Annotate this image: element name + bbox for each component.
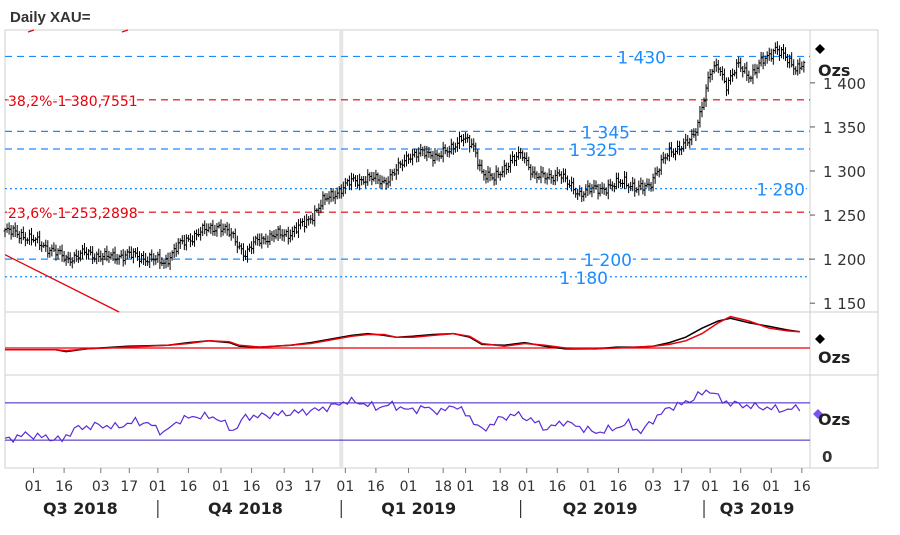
chart-title: Daily XAU= [10,9,91,26]
quarter-label: Q2 2019 [563,499,638,518]
x-tick-label: 01 [579,479,597,495]
candles [3,41,806,270]
x-tick-label: 16 [180,479,198,495]
x-tick-label: 16 [610,479,628,495]
macd-signal-line [5,315,800,352]
x-tick-label: 01 [518,479,536,495]
chart-frame [4,29,879,469]
x-tick-label: 16 [732,479,750,495]
quarter-label: Q3 2018 [43,499,118,518]
x-tick-label: 01 [762,479,780,495]
macd-unit-label: Ozs [818,348,850,367]
x-tick-label: 16 [793,479,811,495]
x-tick-label: 01 [701,479,719,495]
quarter-label: Q1 2019 [381,499,456,518]
trend-line [4,254,120,313]
x-tick-label: 18 [434,479,452,495]
hline-label-7: 1 180 [559,269,608,289]
x-tick-label: 03 [92,479,110,495]
frame-border [4,29,879,469]
rsi-marker [813,409,823,419]
top-fib-fragment [27,29,35,33]
year-separator [339,30,344,468]
x-tick-label: 01 [336,479,354,495]
y-tick-label: 1 150 [823,295,866,313]
macd-panel: Ozs [5,315,850,367]
top-fib-fragment [121,29,129,33]
macd-marker [815,334,825,344]
x-tick-label: 18 [491,479,509,495]
hline-label-5: 23,6%-1 253,2898 [8,206,138,222]
y-tick-label: 1 400 [823,75,866,93]
quarter-label: Q4 2018 [208,499,283,518]
x-tick-label: 16 [55,479,73,495]
rsi-unit-label: Ozs [818,410,850,429]
x-tick-label: 01 [25,479,43,495]
x-tick-label: 17 [120,479,138,495]
last-price-marker [815,44,825,54]
x-tick-label: 16 [367,479,385,495]
x-tick-label: 01 [149,479,167,495]
rsi-zero-label: 0 [822,448,832,466]
price-unit-label: Ozs [818,61,850,80]
x-tick-label: 17 [304,479,322,495]
x-tick-label: 03 [275,479,293,495]
x-tick-label: 16 [548,479,566,495]
rsi-line [4,389,801,444]
x-tick-label: 01 [457,479,475,495]
hline-label-0: 1 430 [617,48,666,68]
x-tick-label: 01 [212,479,230,495]
quarter-label: Q3 2019 [720,499,795,518]
y-tick-label: 1 250 [823,207,866,225]
x-axis: 01 16 03 17 01 16 01 16 03 17 01 16 01 18 01 18 01 16 01 16… [25,468,811,518]
x-tick-label: 03 [644,479,662,495]
y-tick-label: 1 200 [823,251,866,269]
x-tick-label: 17 [673,479,691,495]
y-tick-label: 1 350 [823,119,866,137]
hline-label-1: 38,2%-1 380,7551 [8,94,138,110]
hline-label-3: 1 325 [569,141,618,161]
hline-label-4: 1 280 [756,181,805,201]
rsi-panel: Ozs 0 [4,389,850,466]
x-tick-label: 01 [400,479,418,495]
hline-label-2: 1 345 [581,123,630,143]
y-tick-label: 1 300 [823,163,866,181]
hline-label-6: 1 200 [583,251,632,271]
x-tick-label: 16 [243,479,261,495]
